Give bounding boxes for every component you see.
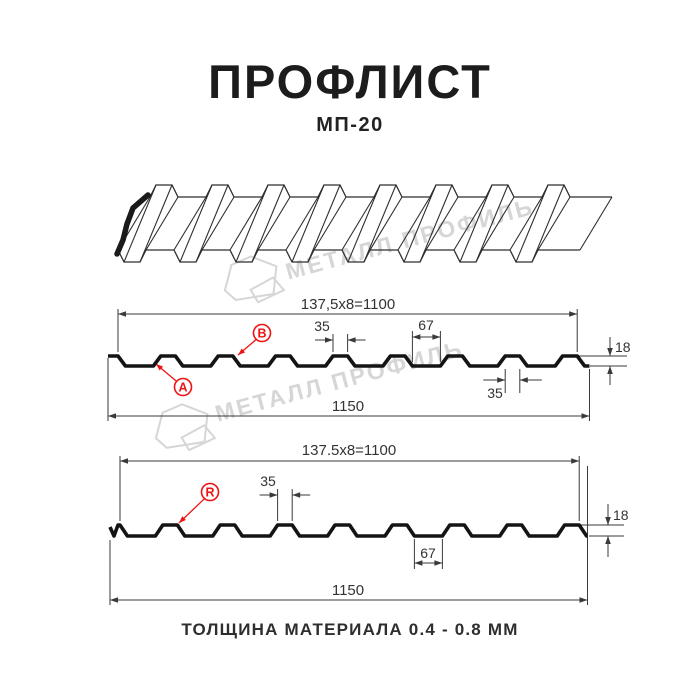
rib-fold-line xyxy=(403,184,437,263)
rib-fold-line xyxy=(313,196,347,251)
rib-fold-line xyxy=(509,196,543,251)
rib-fold-line xyxy=(195,184,229,263)
profile-outline-r xyxy=(108,523,589,538)
rib-fold-line xyxy=(145,196,179,251)
dimension-arrow xyxy=(579,597,588,603)
watermark-lower: МЕТАЛЛ ПРОФИЛЬ xyxy=(154,335,466,452)
dimension-arrow xyxy=(120,458,128,464)
rib-fold-line xyxy=(235,184,269,263)
dimension-arrow xyxy=(497,377,506,383)
rib-fold-line xyxy=(347,184,381,263)
dimension-arrow xyxy=(607,348,613,356)
rib-fold-line xyxy=(363,184,397,263)
dimension-arrow xyxy=(432,334,441,340)
dimension-arrow xyxy=(605,536,611,544)
dimension-arrow xyxy=(325,337,333,343)
marker-leader-arrow xyxy=(238,348,246,355)
dim-label-sheet-width: 1150 xyxy=(332,582,364,599)
marker-leader-arrow xyxy=(156,364,164,371)
rib-fold-line xyxy=(173,196,207,251)
marker-label-r: R xyxy=(205,486,214,500)
rib-fold-line xyxy=(179,184,213,263)
product-code: МП-20 xyxy=(316,114,384,136)
dim-label-module-width: 137.5x8=1100 xyxy=(302,442,396,459)
dim-label-profile-height: 18 xyxy=(615,339,631,355)
metal-profile-logo-icon xyxy=(223,255,286,304)
rib-fold-line xyxy=(307,184,341,263)
rib-fold-line xyxy=(397,196,431,251)
dimension-arrow xyxy=(607,366,613,374)
marker-leader-arrow xyxy=(179,516,186,523)
rib-fold-line xyxy=(537,196,571,251)
dimension-arrow xyxy=(108,413,116,419)
dimension-arrow xyxy=(412,334,421,340)
rib-fold-line xyxy=(425,196,459,251)
rib-fold-line xyxy=(369,196,403,251)
dimension-arrow xyxy=(569,311,578,317)
right-end-edge xyxy=(579,196,613,251)
watermark-upper: МЕТАЛЛ ПРОФИЛЬ xyxy=(223,193,537,304)
dim-label-rib-top-width: 35 xyxy=(260,473,276,489)
dim-label-valley-width: 67 xyxy=(420,545,436,561)
marker-label-b: B xyxy=(257,327,266,341)
rib-fold-line xyxy=(475,184,509,263)
material-thickness-note: ТОЛЩИНА МАТЕРИАЛА 0.4 - 0.8 ММ xyxy=(181,620,519,639)
rib-fold-line xyxy=(453,196,487,251)
dim-label-sheet-width: 1150 xyxy=(332,398,364,415)
rib-fold-line xyxy=(459,184,493,263)
rib-fold-line xyxy=(419,184,453,263)
dimension-arrow xyxy=(292,492,301,498)
dim-label-rib-top-width: 35 xyxy=(314,318,330,334)
dimension-arrow xyxy=(414,560,423,566)
rib-fold-line xyxy=(257,196,291,251)
dimension-arrow xyxy=(110,597,118,603)
far-edge-profile xyxy=(149,184,612,198)
rib-fold-line xyxy=(229,196,263,251)
rib-fold-line xyxy=(341,196,375,251)
isometric-sheet-view xyxy=(114,184,613,263)
dim-label-module-width: 137,5x8=1100 xyxy=(301,296,395,313)
rib-fold-line xyxy=(481,196,515,251)
marker-label-a: A xyxy=(178,381,187,395)
dimension-arrow xyxy=(571,458,580,464)
dimension-arrow xyxy=(605,517,611,525)
dim-label-rib-base-width: 35 xyxy=(487,385,503,401)
dimension-arrow xyxy=(434,560,443,566)
metal-profile-logo-icon xyxy=(154,403,217,452)
marker-circle-b xyxy=(252,323,272,343)
rib-fold-line xyxy=(251,184,285,263)
dim-label-profile-height: 18 xyxy=(613,507,629,523)
rib-fold-line xyxy=(123,184,157,263)
marker-circle-r xyxy=(200,482,220,502)
rib-fold-line xyxy=(531,184,565,263)
rib-fold-line xyxy=(515,184,549,263)
dimension-arrow xyxy=(519,377,528,383)
page-title: ПРОФЛИСТ xyxy=(208,55,492,108)
dimension-arrow xyxy=(269,492,278,498)
sheet-cut-edge xyxy=(114,192,151,257)
cross-section-ab xyxy=(107,309,627,421)
rib-fold-line xyxy=(201,196,235,251)
rib-fold-line xyxy=(285,196,319,251)
marker-circle-a xyxy=(173,377,193,397)
rib-fold-line xyxy=(139,184,173,263)
rib-fold-line xyxy=(291,184,325,263)
cross-section-r xyxy=(108,456,624,605)
dim-label-valley-width: 67 xyxy=(418,317,434,333)
dimension-arrow xyxy=(347,337,356,343)
near-edge-profile xyxy=(117,249,580,263)
dimension-arrow xyxy=(118,311,126,317)
profile-outline-ab xyxy=(108,354,590,368)
dimension-arrow xyxy=(581,413,590,419)
